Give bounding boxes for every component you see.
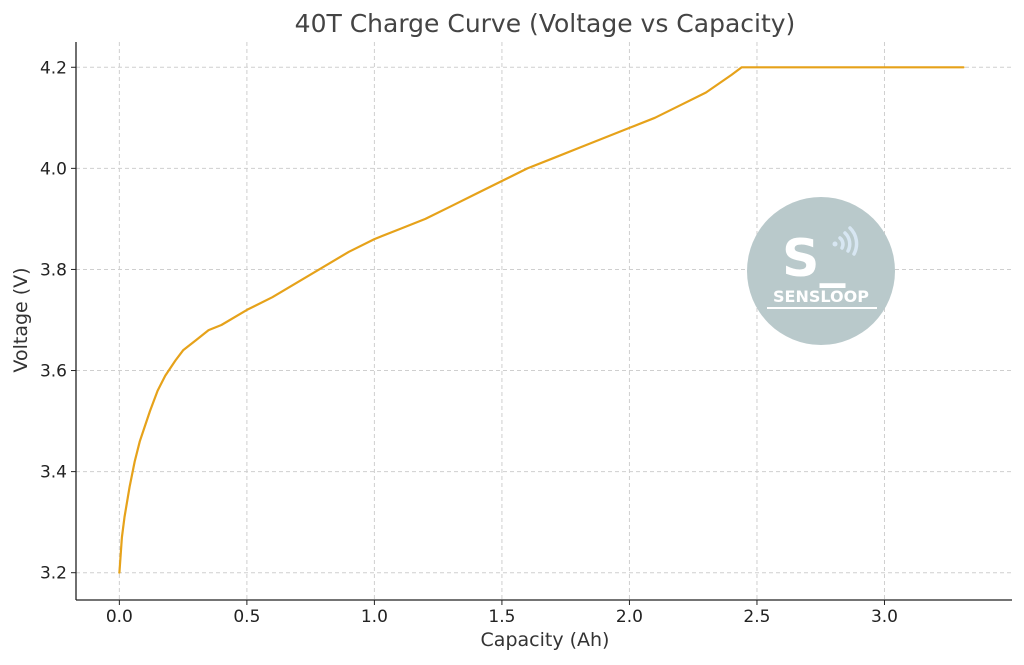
y-tick-label: 3.8 (40, 260, 67, 280)
x-tick-label: 3.0 (871, 607, 898, 627)
wifi-signal-icon (832, 226, 859, 256)
y-tick-label: 4.0 (40, 159, 67, 179)
x-tick-label: 2.0 (616, 607, 643, 627)
y-tick-label: 4.2 (40, 58, 67, 78)
chart-title: 40T Charge Curve (Voltage vs Capacity) (295, 9, 796, 38)
y-axis-ticks: 3.2 3.4 3.6 3.8 4.0 4.2 (40, 58, 76, 584)
series-layer (118, 66, 965, 574)
y-tick-label: 3.4 (40, 463, 67, 483)
watermark-brand-text: SENSLOOP (773, 287, 869, 306)
x-tick-label: 2.5 (743, 607, 770, 627)
x-tick-label: 0.5 (233, 607, 260, 627)
x-tick-label: 1.0 (361, 607, 388, 627)
y-tick-label: 3.2 (40, 564, 67, 584)
watermark-logo-text: S_ (782, 229, 845, 289)
watermark-logo: S_ SENSLOOP (747, 197, 895, 345)
watermark-underline (767, 307, 877, 309)
x-axis-label: Capacity (Ah) (481, 629, 610, 651)
axes-spines (75, 42, 1012, 601)
y-axis-label: Voltage (V) (10, 267, 32, 372)
x-tick-label: 0.0 (106, 607, 133, 627)
series-line (118, 66, 965, 574)
x-axis-ticks: 0.0 0.5 1.0 1.5 2.0 2.5 3.0 (106, 600, 898, 627)
x-tick-label: 1.5 (488, 607, 515, 627)
y-tick-label: 3.6 (40, 362, 67, 382)
